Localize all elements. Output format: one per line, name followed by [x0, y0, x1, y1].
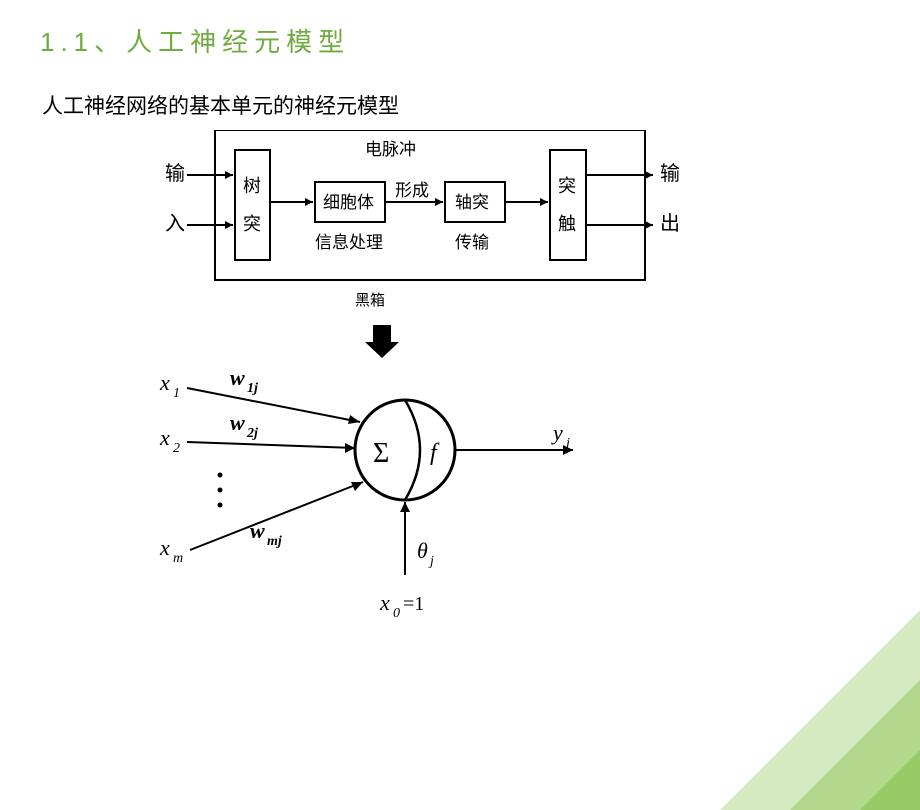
synapse-box — [550, 150, 586, 260]
arrow-x2-head — [345, 443, 355, 453]
arrow-c-to-a-head — [435, 198, 443, 206]
neuron-circle — [355, 400, 455, 500]
arrow-in-2-head — [225, 221, 233, 229]
dendrite-box — [235, 150, 270, 260]
dot-2 — [218, 488, 223, 493]
arrow-out-1-head — [645, 171, 653, 179]
synapse-label-1: 突 — [558, 176, 576, 196]
blackbox-caption: 黑箱 — [355, 292, 385, 309]
bias-eq: =1 — [403, 593, 424, 615]
sigma-label: Σ — [373, 438, 389, 469]
synapse-label-2: 触 — [558, 214, 576, 234]
page-title: 1.1、人工神经元模型 — [40, 22, 350, 59]
input-x1-sub: 1 — [173, 386, 180, 401]
weight-w2-sub: 2j — [246, 426, 258, 441]
info-proc-label: 信息处理 — [315, 233, 383, 252]
output-label-1: 输 — [660, 162, 680, 185]
line-x1 — [187, 388, 360, 422]
output-y: y — [551, 420, 563, 445]
bias-x0-sub: 0 — [393, 606, 400, 621]
transport-label: 传输 — [455, 233, 489, 252]
input-label-2: 入 — [165, 213, 185, 235]
bias-arrow-head — [400, 502, 410, 512]
dendrite-label-1: 树 — [243, 176, 261, 196]
diagram-area: 输 入 树 突 细胞体 电脉冲 信息处理 形成 轴突 传输 — [155, 130, 695, 650]
dot-1 — [218, 473, 223, 478]
bias-x0: x — [379, 590, 390, 615]
weight-wm: w — [250, 518, 265, 543]
input-xm: x — [159, 535, 170, 560]
weight-w1: w — [230, 365, 245, 390]
theta-sub: j — [428, 554, 434, 569]
f-label: f — [430, 440, 440, 466]
output-label-2: 出 — [660, 212, 680, 235]
forming-label: 形成 — [395, 181, 429, 200]
corner-decoration — [660, 450, 920, 810]
down-arrow — [365, 325, 399, 358]
arrow-a-to-s-head — [540, 198, 548, 206]
input-x2-sub: 2 — [173, 441, 180, 456]
weight-w1-sub: 1j — [247, 381, 258, 396]
weight-w2: w — [230, 410, 245, 435]
pulse-label: 电脉冲 — [365, 140, 416, 159]
block-diagram: 输 入 树 突 细胞体 电脉冲 信息处理 形成 轴突 传输 — [165, 130, 680, 309]
arrow-d-to-c-head — [305, 198, 313, 206]
neuron-diagram: x 1 w 1j x 2 w 2j x m w mj — [159, 365, 573, 621]
page-subtitle: 人工神经网络的基本单元的神经元模型 — [42, 90, 399, 120]
cellbody-label: 细胞体 — [323, 193, 374, 212]
neuron-divider — [405, 400, 420, 500]
input-xm-sub: m — [173, 551, 183, 566]
input-label-1: 输 — [165, 162, 185, 185]
dendrite-label-2: 突 — [243, 214, 261, 234]
arrow-out-2-head — [645, 221, 653, 229]
weight-wm-sub: mj — [267, 534, 282, 549]
dot-3 — [218, 503, 223, 508]
input-x1: x — [159, 370, 170, 395]
outer-box — [215, 130, 645, 280]
axon-label: 轴突 — [455, 193, 489, 212]
input-x2: x — [159, 425, 170, 450]
arrow-in-1-head — [225, 171, 233, 179]
line-x2 — [187, 442, 355, 448]
theta-label: θ — [417, 538, 428, 563]
diagram-svg: 输 入 树 突 细胞体 电脉冲 信息处理 形成 轴突 传输 — [155, 130, 695, 650]
